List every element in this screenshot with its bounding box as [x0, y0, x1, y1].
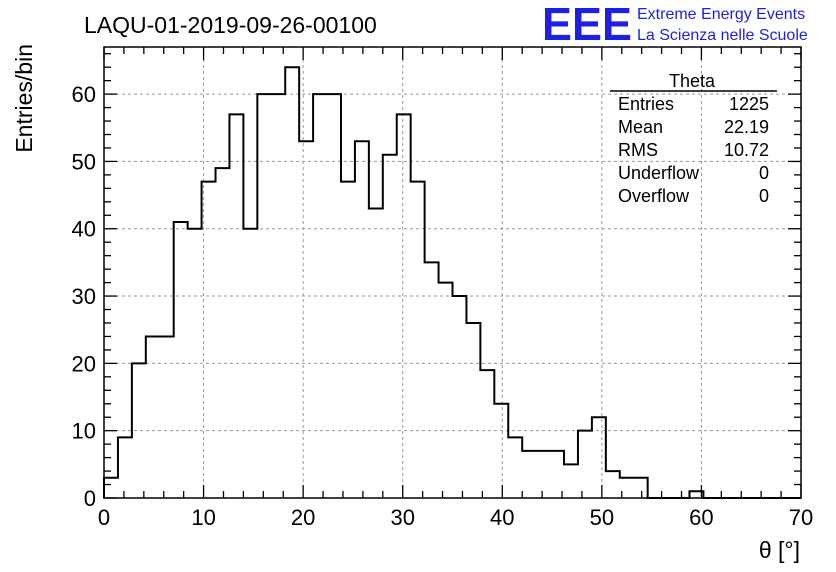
histogram-bin — [341, 182, 355, 498]
histogram-bin — [313, 94, 327, 498]
histogram-bin — [118, 437, 132, 498]
histogram-series-line — [103, 66, 801, 499]
histogram-bin — [536, 451, 550, 498]
histogram-bin — [564, 464, 578, 498]
histogram-bin — [243, 229, 257, 498]
histogram-bin — [425, 262, 439, 498]
y-tick-label: 40 — [72, 217, 96, 242]
axis-ticks — [103, 47, 802, 499]
stats-label: Overflow — [618, 186, 690, 206]
histogram-bin — [104, 478, 118, 498]
stats-value: 10.72 — [724, 140, 769, 160]
chart-title: LAQU-01-2019-09-26-00100 — [84, 12, 377, 38]
y-axis-label: Entries/bin — [11, 44, 37, 153]
histogram-bin — [411, 182, 425, 498]
histogram-bin — [146, 336, 160, 498]
histogram-bin — [160, 336, 174, 498]
histogram-bin — [453, 296, 467, 498]
plot-frame — [103, 46, 802, 499]
histogram-bin — [383, 155, 397, 498]
histogram-bin — [578, 431, 592, 498]
histogram-bin — [188, 229, 202, 498]
histogram-bin — [271, 94, 285, 498]
y-tick-label: 30 — [72, 284, 96, 309]
histogram-bin — [216, 168, 230, 498]
histogram-bin — [592, 417, 606, 498]
histogram-bin — [257, 94, 271, 498]
y-tick-label: 10 — [72, 419, 96, 444]
y-tick-label: 50 — [72, 149, 96, 174]
y-tick-label: 60 — [72, 82, 96, 107]
stats-label: Mean — [618, 117, 663, 137]
histogram-bin — [285, 67, 299, 498]
stats-value: 0 — [759, 163, 769, 183]
x-tick-label: 0 — [98, 505, 110, 530]
histogram-bin — [466, 323, 480, 498]
histogram-bin — [550, 451, 564, 498]
histogram-bin — [397, 114, 411, 498]
y-tick-label: 0 — [84, 486, 96, 511]
histogram-bin — [229, 114, 243, 498]
histogram-bin — [480, 370, 494, 498]
eee-logo: EEE Extreme Energy Events La Scienza nel… — [542, 0, 808, 50]
stats-row: Entries 1225 — [618, 94, 769, 114]
x-axis-label: θ [°] — [759, 537, 800, 563]
histogram-bin — [439, 283, 453, 498]
stats-label: RMS — [618, 140, 658, 160]
y-tick-label: 20 — [72, 351, 96, 376]
histogram-bin — [634, 478, 648, 498]
grid-lines — [104, 47, 801, 498]
stats-row: RMS 10.72 — [618, 140, 769, 160]
y-tick-labels: 0 10 20 30 40 50 60 — [72, 82, 96, 511]
x-tick-label: 10 — [191, 505, 215, 530]
stats-name: Theta — [669, 71, 716, 91]
histogram-bin — [299, 141, 313, 498]
histogram-bin — [369, 209, 383, 498]
eee-logo-line2: La Scienza nelle Scuole — [637, 27, 808, 44]
stats-value: 22.19 — [724, 117, 769, 137]
histogram-bin — [620, 478, 634, 498]
histogram-bin — [355, 141, 369, 498]
stats-value: 1225 — [729, 94, 769, 114]
x-tick-label: 40 — [490, 505, 514, 530]
stats-row: Underflow 0 — [618, 163, 769, 183]
histogram-bin — [327, 94, 341, 498]
stats-box: Theta Entries 1225 Mean 22.19 RMS 10.72 … — [610, 71, 777, 206]
stats-row: Overflow 0 — [618, 186, 769, 206]
x-tick-label: 30 — [390, 505, 414, 530]
histogram-bin — [689, 491, 703, 498]
histogram-bin — [494, 404, 508, 498]
x-tick-label: 50 — [590, 505, 614, 530]
x-tick-label: 20 — [291, 505, 315, 530]
stats-label: Underflow — [618, 163, 700, 183]
histogram-bin — [202, 182, 216, 498]
histogram-bin — [522, 451, 536, 498]
x-tick-label: 70 — [789, 505, 813, 530]
eee-logo-line1: Extreme Energy Events — [637, 6, 805, 23]
stats-value: 0 — [759, 186, 769, 206]
stats-label: Entries — [618, 94, 674, 114]
histogram-bin — [508, 437, 522, 498]
x-tick-labels: 0 10 20 30 40 50 60 70 — [98, 505, 813, 530]
eee-logo-letters: EEE — [542, 0, 632, 50]
histogram-bin — [174, 222, 188, 498]
histogram-bin — [132, 363, 146, 498]
stats-row: Mean 22.19 — [618, 117, 769, 137]
histogram-bin — [606, 471, 620, 498]
x-tick-label: 60 — [689, 505, 713, 530]
